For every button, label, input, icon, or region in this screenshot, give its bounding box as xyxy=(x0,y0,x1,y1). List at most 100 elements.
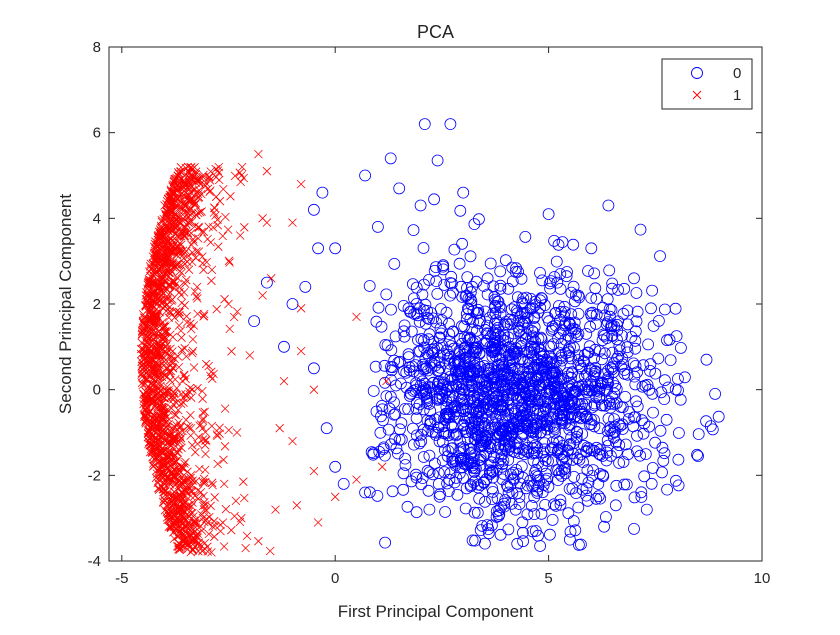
point-class-1 xyxy=(198,394,207,404)
point-class-0 xyxy=(566,408,578,421)
point-class-0 xyxy=(456,392,469,405)
point-class-1 xyxy=(188,546,197,555)
point-class-0 xyxy=(636,414,648,427)
point-class-0 xyxy=(516,409,529,422)
point-class-0 xyxy=(450,471,463,484)
point-class-1 xyxy=(191,198,200,208)
point-class-0 xyxy=(473,492,486,505)
point-class-0 xyxy=(449,354,461,367)
point-class-0 xyxy=(489,299,502,312)
point-class-1 xyxy=(176,473,186,483)
point-class-1 xyxy=(162,327,172,337)
point-class-0 xyxy=(399,459,412,471)
point-class-0 xyxy=(568,411,581,424)
point-class-0 xyxy=(660,413,673,426)
point-class-0 xyxy=(614,420,626,432)
point-class-0 xyxy=(613,340,626,352)
point-class-0 xyxy=(526,333,539,346)
point-class-1 xyxy=(196,540,205,550)
point-class-0 xyxy=(589,361,602,374)
point-class-1 xyxy=(156,446,165,456)
point-class-0 xyxy=(448,453,461,466)
point-class-1 xyxy=(219,455,228,465)
point-class-0 xyxy=(365,446,378,459)
point-class-0 xyxy=(586,401,598,414)
point-class-0 xyxy=(556,236,569,249)
point-class-1 xyxy=(235,168,245,177)
point-class-0 xyxy=(417,403,430,416)
point-class-1 xyxy=(219,542,229,551)
point-class-1 xyxy=(192,292,201,301)
point-class-0 xyxy=(506,383,518,396)
point-class-0 xyxy=(529,525,542,537)
point-class-0 xyxy=(674,393,687,406)
point-class-0 xyxy=(613,457,625,469)
point-class-1 xyxy=(254,536,263,546)
point-class-0 xyxy=(593,448,605,460)
point-class-0 xyxy=(372,301,385,314)
point-class-1 xyxy=(180,197,189,207)
point-class-0 xyxy=(582,265,594,277)
point-class-1 xyxy=(159,455,168,465)
point-class-0 xyxy=(572,358,585,371)
point-class-0 xyxy=(609,499,622,512)
point-class-1 xyxy=(182,529,192,538)
point-class-1 xyxy=(185,171,195,180)
point-class-0 xyxy=(606,282,618,295)
point-class-0 xyxy=(563,482,576,495)
point-class-1 xyxy=(193,439,202,449)
point-class-0 xyxy=(423,466,436,479)
point-class-1 xyxy=(168,359,177,368)
point-class-0 xyxy=(515,272,528,285)
point-class-0 xyxy=(553,327,566,340)
point-class-0 xyxy=(371,489,384,502)
point-class-0 xyxy=(518,448,531,461)
point-class-1 xyxy=(166,308,175,318)
point-class-0 xyxy=(493,504,506,517)
point-class-1 xyxy=(186,197,196,206)
point-class-0 xyxy=(466,459,479,472)
point-class-0 xyxy=(608,398,621,411)
point-class-1 xyxy=(199,501,208,511)
point-class-0 xyxy=(640,503,653,516)
point-class-1 xyxy=(193,189,203,199)
point-class-0 xyxy=(574,412,587,425)
point-class-0 xyxy=(456,461,469,474)
point-class-0 xyxy=(377,443,390,456)
point-class-0 xyxy=(594,492,607,505)
point-class-0 xyxy=(443,473,456,486)
point-class-1 xyxy=(166,461,175,470)
point-class-1 xyxy=(143,291,153,301)
point-class-0 xyxy=(628,272,640,285)
point-class-1 xyxy=(168,332,178,342)
point-class-1 xyxy=(184,218,193,227)
point-class-0 xyxy=(604,362,617,374)
point-class-1 xyxy=(179,398,188,407)
point-class-1 xyxy=(174,542,184,551)
point-class-1 xyxy=(169,277,178,287)
point-class-0 xyxy=(478,337,491,350)
point-class-0 xyxy=(525,499,538,512)
point-class-0 xyxy=(565,308,577,321)
point-class-0 xyxy=(405,325,418,338)
point-class-1 xyxy=(152,451,162,460)
point-class-0 xyxy=(312,242,325,255)
point-class-0 xyxy=(438,373,451,385)
point-class-1 xyxy=(166,344,175,354)
point-class-0 xyxy=(600,511,612,523)
point-class-0 xyxy=(475,411,488,423)
point-class-0 xyxy=(592,478,605,490)
point-class-1 xyxy=(170,354,179,364)
point-class-1 xyxy=(168,471,178,480)
point-class-1 xyxy=(179,206,188,216)
point-class-0 xyxy=(585,413,597,426)
point-class-0 xyxy=(482,440,495,453)
point-class-1 xyxy=(181,515,191,524)
point-class-0 xyxy=(463,355,476,368)
point-class-0 xyxy=(589,282,602,295)
point-class-0 xyxy=(473,389,486,401)
point-class-0 xyxy=(260,276,273,289)
point-class-0 xyxy=(479,495,491,508)
point-class-1 xyxy=(215,196,225,206)
point-class-0 xyxy=(407,438,420,451)
